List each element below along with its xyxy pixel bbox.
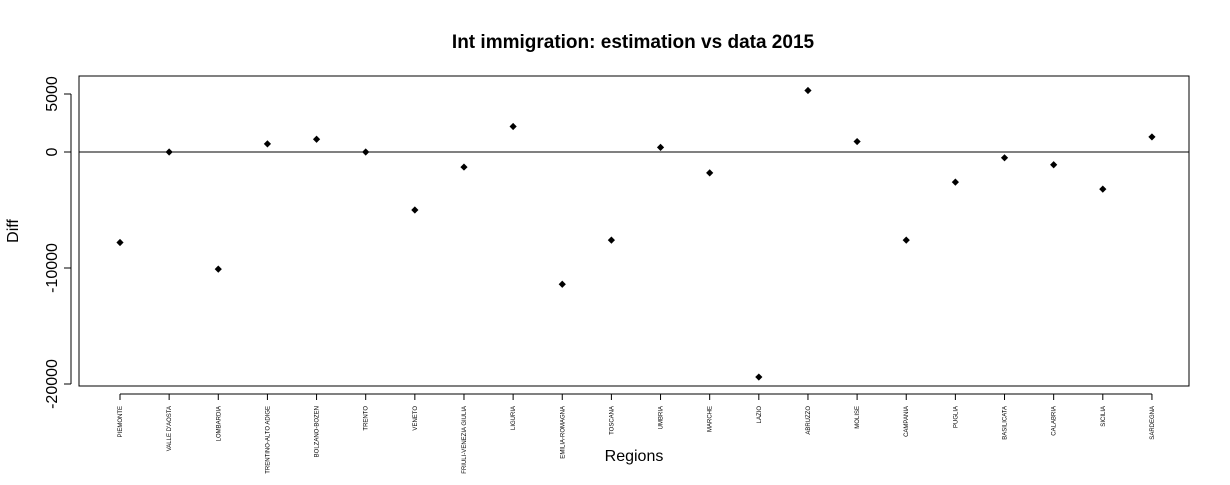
data-point — [1000, 154, 1009, 162]
data-point — [951, 178, 959, 186]
x-tick-label: MARCHE — [708, 406, 714, 432]
x-tick-label: CALABRIA — [1052, 406, 1058, 436]
data-point — [1099, 185, 1107, 193]
data-point — [116, 238, 124, 247]
x-tick-label: PIEMONTE — [118, 406, 124, 437]
x-tick-label: ABRUZZO — [806, 406, 812, 435]
x-tick-label: VALLE D'AOSTA — [167, 406, 173, 451]
data-point — [902, 236, 910, 244]
x-tick-label: VENETO — [413, 406, 419, 431]
data-point — [362, 148, 370, 156]
data-point — [165, 148, 173, 156]
data-point — [1050, 161, 1058, 169]
y-axis-label: Diff — [5, 219, 22, 243]
x-tick-label: LAZIO — [757, 406, 763, 424]
x-tick-label: EMILIA-ROMAGNA — [560, 406, 566, 459]
x-tick-label: SARDEGNA — [1150, 406, 1156, 440]
data-point — [411, 206, 419, 214]
x-tick-label: MOLISE — [855, 406, 861, 429]
data-point — [460, 163, 468, 171]
x-tick-label: CAMPANIA — [904, 406, 910, 437]
x-tick-label: TRENTO — [364, 406, 370, 431]
data-point — [312, 135, 321, 143]
data-point — [804, 86, 812, 95]
chart-title: Int immigration: estimation vs data 2015 — [452, 32, 815, 53]
x-tick-label: PUGLIA — [953, 406, 959, 428]
data-point — [1148, 133, 1156, 141]
data-point — [706, 169, 714, 177]
y-axis: 5000 0 -10000 -20000 — [44, 76, 72, 409]
y-tick-label: 0 — [44, 147, 61, 156]
x-tick-label: TOSCANA — [609, 406, 615, 435]
x-axis-label: Regions — [605, 448, 664, 465]
x-axis: PIEMONTE VALLE D'AOSTA LOMBARDIA TRENTINO-A… — [118, 393, 1156, 474]
x-tick-label: UMBRIA — [659, 406, 665, 429]
data-point — [656, 143, 665, 151]
data-point — [755, 373, 763, 381]
x-tick-label: SICILIA — [1101, 406, 1107, 427]
data-point — [509, 122, 517, 131]
data-point — [214, 265, 222, 273]
x-tick-label: LOMBARDIA — [216, 406, 222, 441]
x-tick-label: BOLZANO-BOZEN — [315, 406, 321, 457]
data-points — [116, 86, 1156, 381]
x-tick-label: FRIULI-VENEZIA GIULIA — [462, 406, 468, 474]
data-point — [853, 137, 861, 146]
y-tick-label: 5000 — [44, 76, 61, 112]
x-tick-label: TRENTINO-ALTO ADIGE — [265, 406, 271, 474]
y-tick-label: -20000 — [44, 359, 61, 409]
data-point — [558, 280, 566, 288]
y-tick-label: -10000 — [44, 243, 61, 293]
x-tick-label: LIGURIA — [511, 406, 517, 430]
data-point — [263, 140, 272, 148]
plot-frame — [78, 75, 1190, 387]
x-tick-label: BASILICATA — [1003, 406, 1009, 440]
data-point — [607, 236, 615, 244]
